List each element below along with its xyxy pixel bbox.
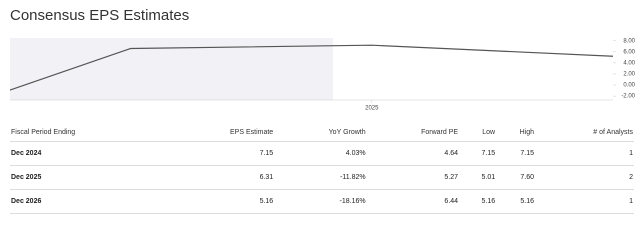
x-tick-label: 2025: [365, 106, 379, 112]
column-header: Forward PE: [421, 129, 459, 136]
eps-line: [9, 44, 614, 91]
page: {"title": "Consensus EPS Estimates", "ch…: [9, 7, 636, 214]
history-shade: [10, 38, 333, 100]
table-cell: 5.27: [366, 165, 460, 190]
column-header: Low: [482, 129, 496, 136]
column-header: High: [519, 129, 535, 136]
table-cell: -11.82%: [274, 165, 367, 190]
table-cell: 5.16: [496, 189, 536, 214]
table-cell: -18.16%: [274, 189, 367, 214]
y-tick-label: -2.00: [621, 94, 635, 100]
table-row: Dec 2026 5.16 -18.16% 6.44 5.16 5.16 1: [10, 189, 634, 214]
table-cell: 5.16: [459, 189, 497, 214]
table-cell: Dec 2024: [10, 141, 168, 166]
y-tick-label: 4.00: [623, 60, 635, 66]
table-cell: 1: [535, 141, 634, 166]
column-header: Fiscal Period Ending: [11, 129, 76, 136]
table-cell: 7.15: [459, 141, 497, 166]
table-cell: 7.60: [496, 165, 536, 190]
y-tick-label: 0.00: [623, 83, 635, 89]
table-row: Dec 2025 6.31 -11.82% 5.27 5.01 7.60 2: [10, 165, 634, 190]
column-header: YoY Growth: [328, 129, 366, 136]
column-header: # of Analysts: [593, 129, 633, 136]
estimates-table: Fiscal Period Ending EPS Estimate YoY Grow…: [10, 124, 634, 214]
y-tick-label: 6.00: [623, 49, 635, 55]
table-cell: 4.03%: [274, 141, 367, 166]
table-cell: 1: [535, 189, 634, 214]
table-cell: 5.16: [167, 189, 275, 214]
y-tick-label: 2.00: [623, 72, 635, 78]
column-header: EPS Estimate: [230, 129, 274, 136]
table-cell: 6.44: [366, 189, 460, 214]
table-cell: Dec 2025: [10, 165, 168, 190]
table-row: Dec 2024 7.15 4.03% 4.64 7.15 7.15 1: [10, 141, 634, 166]
eps-chart: 8.00 6.00 4.00 2.00 0.00 -2.00 2025: [9, 38, 636, 112]
table-cell: 6.31: [167, 165, 275, 190]
table-cell: 4.64: [366, 141, 460, 166]
page-title: Consensus EPS Estimates: [10, 7, 190, 24]
table-cell: 7.15: [167, 141, 275, 166]
table-cell: 7.15: [496, 141, 536, 166]
table-cell: 5.01: [459, 165, 497, 190]
table-cell: 2: [535, 165, 634, 190]
header-row: Fiscal Period Ending EPS Estimate YoY Grow…: [10, 124, 634, 142]
table-cell: Dec 2026: [10, 189, 168, 214]
y-tick-label: 8.00: [623, 38, 635, 44]
